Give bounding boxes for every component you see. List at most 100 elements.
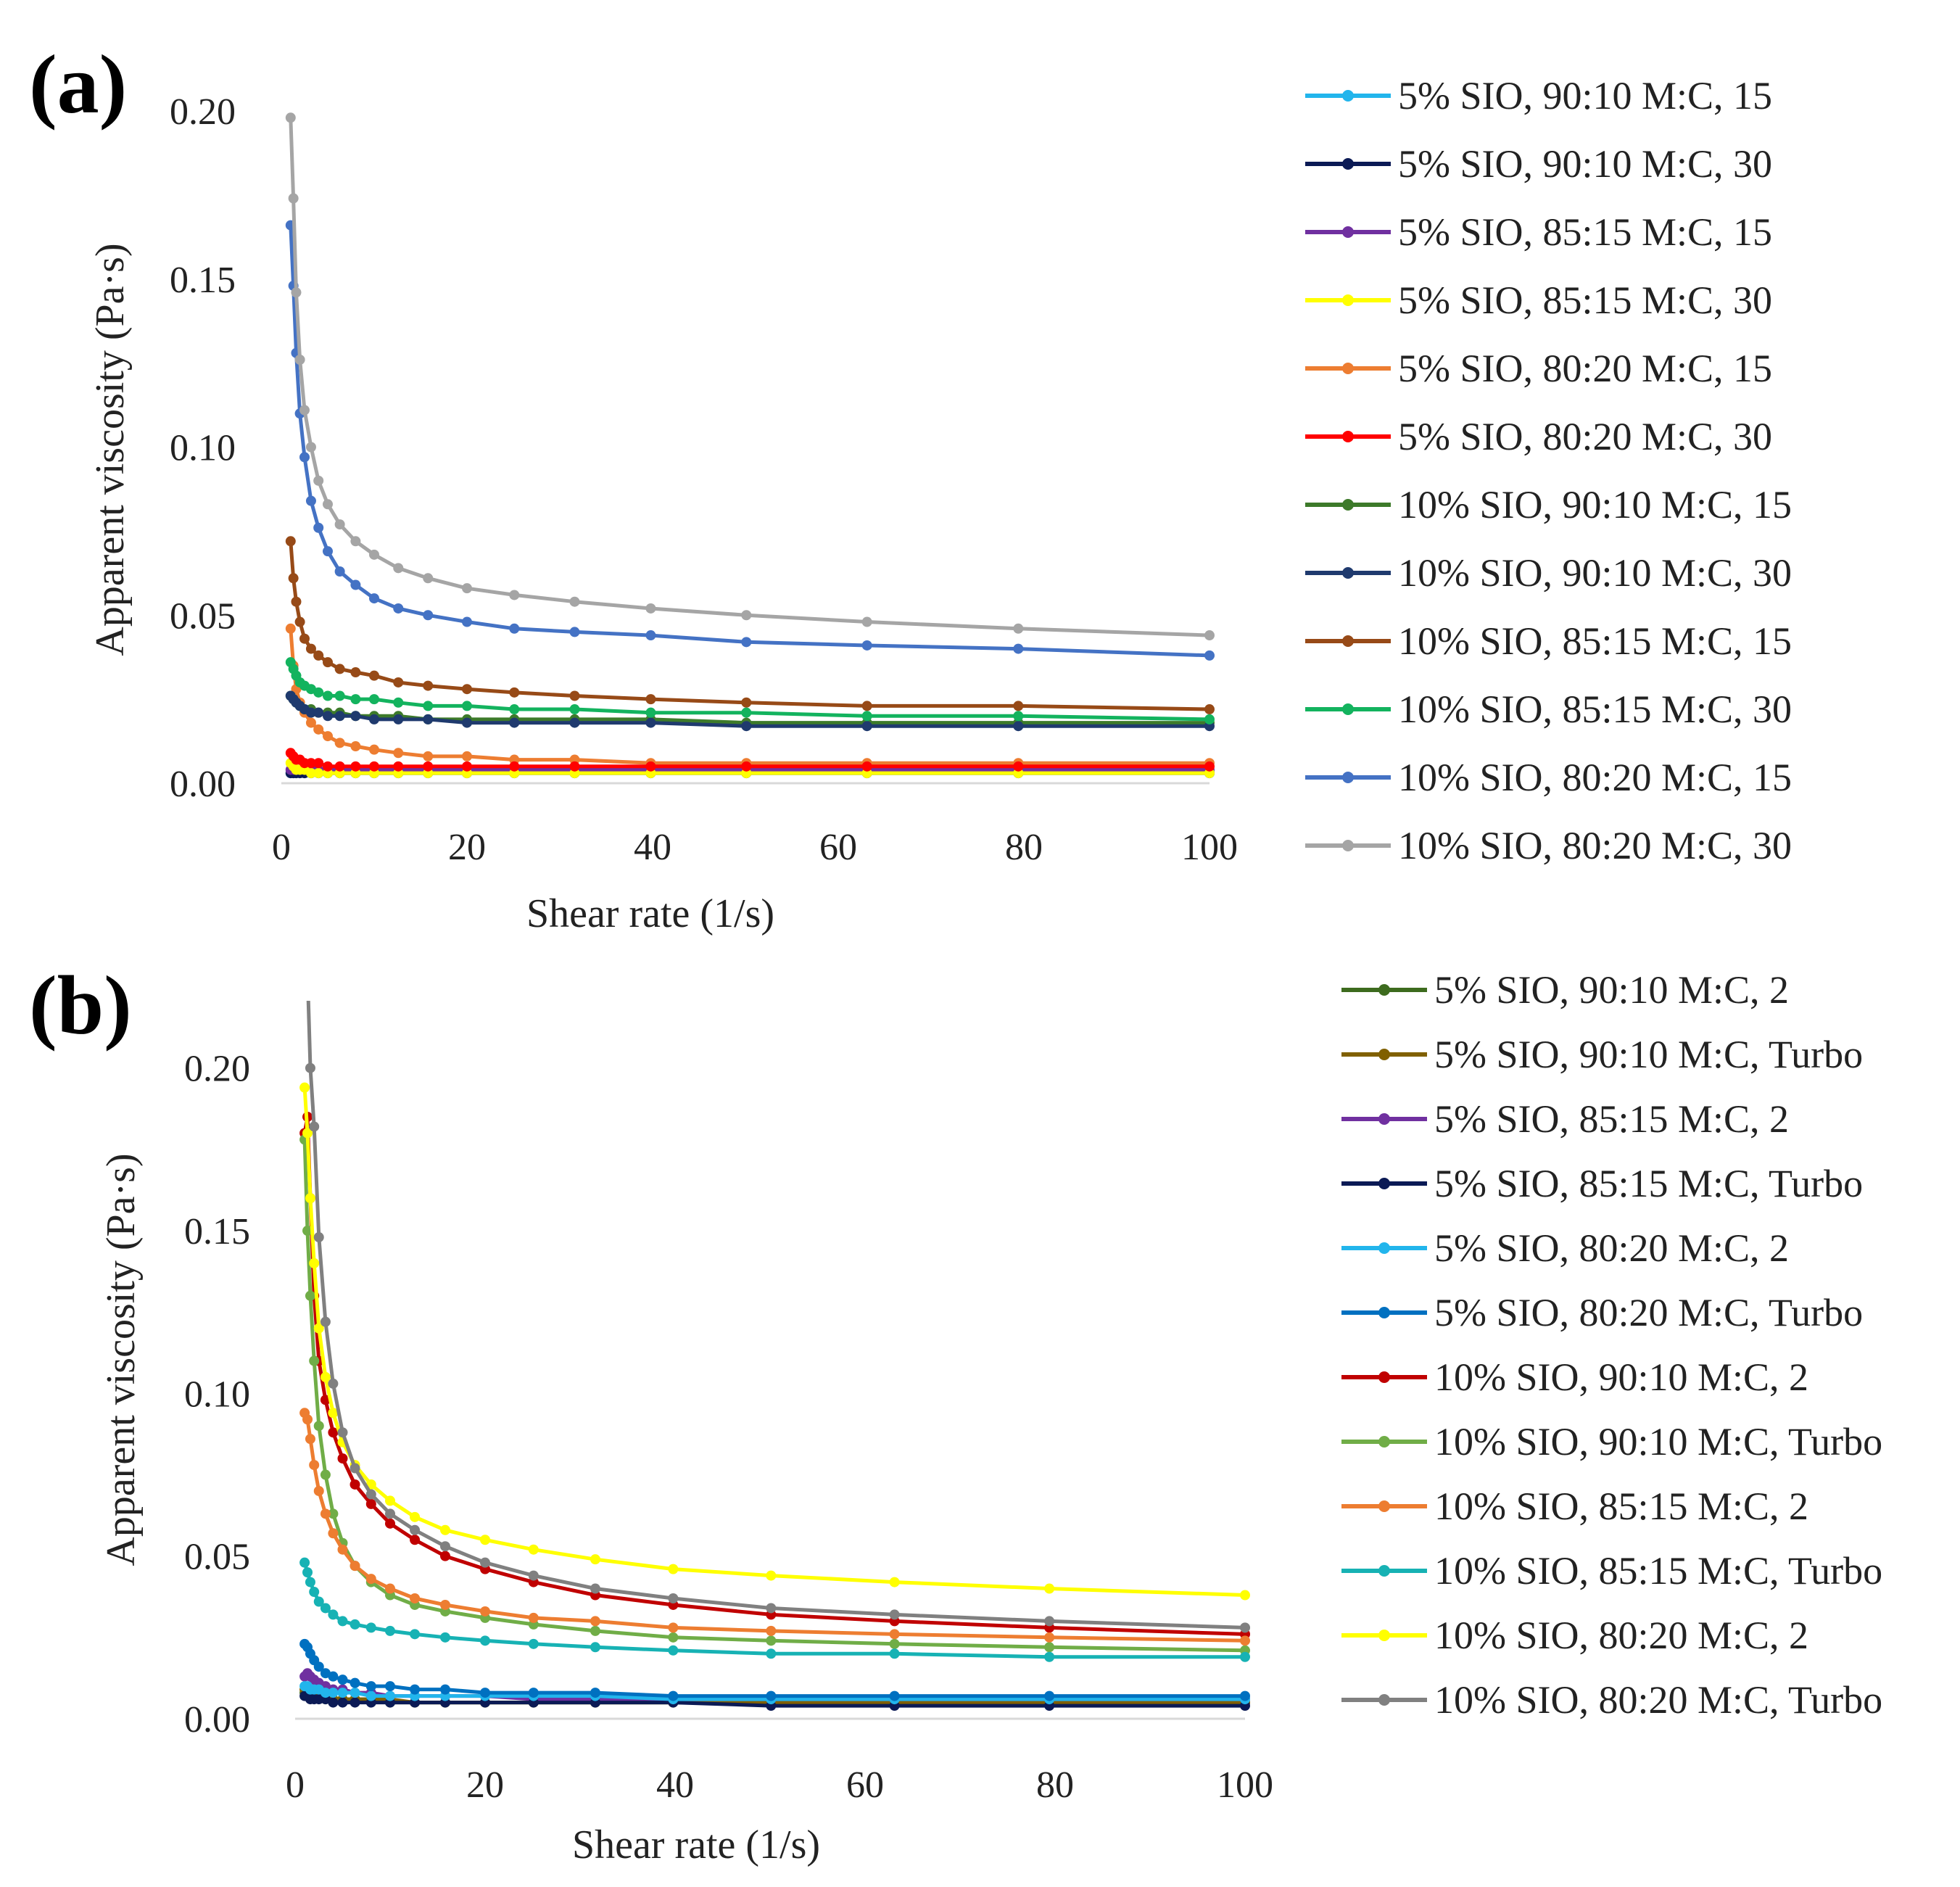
data-point (889, 1629, 900, 1640)
data-point (766, 1690, 777, 1701)
data-point (668, 1564, 679, 1574)
legend-marker (1342, 703, 1354, 715)
data-point (365, 1622, 376, 1633)
series-a-5 (285, 748, 1215, 772)
data-point (1240, 1590, 1250, 1601)
data-point (480, 1606, 490, 1616)
data-point (528, 1688, 539, 1698)
data-point (365, 1690, 376, 1701)
legend-label: 10% SIO, 85:15 M:C, Turbo (1434, 1549, 1882, 1593)
panel-b-x-ticks: 0 20 40 60 80 100 (286, 1764, 1273, 1806)
legend-marker (1342, 635, 1354, 647)
panel-a-x-tick-label: 80 (1005, 827, 1043, 868)
legend-label: 10% SIO, 80:20 M:C, 30 (1398, 824, 1792, 867)
data-point (423, 761, 434, 772)
legend-item: 5% SIO, 90:10 M:C, 30 (1305, 142, 1772, 186)
data-point (528, 1638, 539, 1649)
legend-item: 10% SIO, 80:20 M:C, 15 (1305, 756, 1792, 799)
legend-item: 5% SIO, 80:20 M:C, 30 (1305, 415, 1772, 458)
legend-marker (1378, 1371, 1390, 1383)
data-point (766, 1635, 777, 1646)
data-point (439, 1632, 450, 1643)
data-point (423, 610, 434, 621)
data-point (369, 549, 379, 560)
data-point (365, 1489, 376, 1500)
data-point (369, 761, 379, 772)
data-point (645, 717, 656, 728)
data-point (369, 744, 379, 755)
data-point (337, 1697, 348, 1708)
legend-item: 5% SIO, 90:10 M:C, 2 (1341, 968, 1789, 1012)
series-a-11 (285, 112, 1215, 641)
data-point (1240, 1690, 1250, 1701)
data-point (337, 1427, 348, 1438)
legend-label: 5% SIO, 80:20 M:C, 15 (1398, 347, 1772, 390)
data-point (1013, 701, 1024, 711)
series-b-10 (299, 1082, 1250, 1601)
data-point (385, 1690, 395, 1701)
data-point (305, 768, 316, 779)
data-point (302, 1414, 313, 1425)
data-point (439, 1599, 450, 1610)
legend-label: 10% SIO, 90:10 M:C, Turbo (1434, 1420, 1882, 1463)
data-point (337, 1544, 348, 1555)
data-point (305, 1193, 315, 1204)
legend-label: 5% SIO, 85:15 M:C, 30 (1398, 278, 1772, 322)
series-b-5 (299, 1638, 1250, 1701)
data-point (590, 1583, 600, 1594)
legend-marker (1378, 1565, 1390, 1577)
data-point (462, 701, 472, 711)
data-point (645, 761, 656, 772)
legend-label: 5% SIO, 90:10 M:C, Turbo (1434, 1033, 1863, 1076)
data-point (741, 707, 752, 718)
legend-item: 10% SIO, 85:15 M:C, 2 (1341, 1485, 1808, 1528)
data-point (1013, 761, 1024, 772)
data-point (328, 1688, 339, 1698)
legend-label: 5% SIO, 80:20 M:C, Turbo (1434, 1291, 1863, 1334)
data-point (528, 1612, 539, 1623)
data-point (590, 1688, 600, 1698)
data-point (410, 1511, 421, 1522)
series-a-10 (285, 220, 1215, 661)
data-point (337, 1675, 348, 1685)
series-b-6 (299, 1112, 1250, 1640)
data-point (305, 1290, 315, 1301)
data-point (1044, 1690, 1055, 1701)
data-point (313, 758, 324, 769)
panel-b-y-tick-label: 0.20 (184, 1049, 250, 1090)
data-point (320, 1371, 331, 1382)
data-point (410, 1684, 421, 1695)
data-point (350, 1677, 360, 1688)
data-point (385, 1681, 395, 1692)
legend-label: 5% SIO, 90:10 M:C, 2 (1434, 968, 1789, 1012)
data-point (861, 701, 872, 711)
data-point (766, 1648, 777, 1659)
data-point (1044, 1651, 1055, 1662)
data-point (385, 1625, 395, 1636)
legend-marker (1342, 158, 1354, 170)
data-point (313, 522, 324, 533)
panel-a-x-tick-label: 60 (819, 827, 857, 868)
series-a-7 (285, 690, 1215, 732)
data-point (285, 112, 296, 123)
legend-marker (1378, 1307, 1390, 1318)
panel-b-x-tick-label: 40 (656, 1764, 694, 1806)
data-point (393, 563, 404, 574)
data-point (393, 697, 404, 708)
legend-label: 5% SIO, 80:20 M:C, 2 (1434, 1226, 1789, 1270)
data-point (462, 583, 472, 594)
legend-item: 5% SIO, 90:10 M:C, 15 (1305, 74, 1772, 117)
data-point (334, 519, 345, 530)
data-point (369, 714, 379, 724)
data-point (861, 761, 872, 772)
data-point (1204, 630, 1215, 641)
data-point (350, 1463, 360, 1474)
data-point (305, 643, 316, 654)
legend-label: 5% SIO, 90:10 M:C, 30 (1398, 142, 1772, 186)
data-point (305, 707, 316, 718)
legend-marker (1378, 1500, 1390, 1512)
data-point (309, 1460, 320, 1471)
panel-b-y-tick-label: 0.15 (184, 1211, 250, 1252)
data-point (350, 1688, 360, 1698)
legend-item: 5% SIO, 80:20 M:C, 2 (1341, 1226, 1789, 1270)
